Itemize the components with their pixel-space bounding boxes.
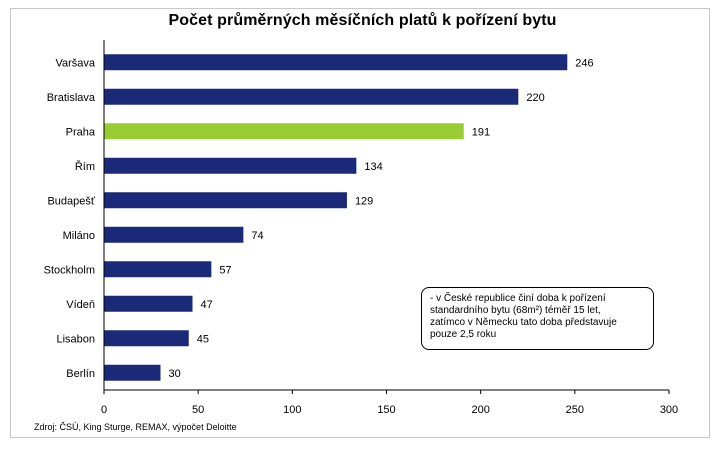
category-label: Berlín	[66, 368, 95, 380]
source-note: Zdroj: ČSÚ, King Sturge, REMAX, výpočet …	[34, 422, 237, 432]
data-label: 134	[364, 161, 382, 173]
category-label: Řím	[75, 160, 95, 173]
category-label: Varšava	[55, 57, 95, 69]
x-tick-label: 250	[566, 404, 584, 416]
category-label: Lisabon	[56, 333, 95, 345]
bar	[104, 54, 568, 71]
chart-frame	[10, 8, 710, 438]
bar	[104, 157, 357, 174]
x-tick-label: 50	[192, 404, 204, 416]
data-label: 47	[201, 299, 213, 311]
bar	[104, 192, 347, 209]
note-line: pouze 2,5 roku	[430, 329, 497, 340]
data-label: 57	[219, 264, 231, 276]
category-label: Budapešť	[47, 195, 95, 207]
bar	[104, 226, 244, 243]
data-label: 129	[355, 195, 373, 207]
category-label: Bratislava	[47, 92, 96, 104]
data-label: 191	[472, 126, 490, 138]
x-tick-label: 200	[471, 404, 489, 416]
x-tick-label: 300	[660, 404, 678, 416]
data-label: 45	[197, 333, 209, 345]
chart-title: Počet průměrných měsíčních platů k poříz…	[168, 12, 557, 29]
bar	[104, 123, 464, 140]
category-label: Stockholm	[44, 264, 95, 276]
category-label: Miláno	[63, 230, 95, 242]
data-label: 220	[526, 92, 544, 104]
category-label: Vídeň	[66, 299, 95, 311]
data-label: 246	[575, 57, 593, 69]
annotation-box: - v České republice činí doba k pořízení…	[421, 287, 654, 350]
data-label: 30	[169, 368, 181, 380]
note-line: - v České republice činí doba k pořízení	[430, 293, 606, 304]
data-label: 74	[251, 230, 263, 242]
bar	[104, 88, 519, 105]
x-tick-label: 0	[101, 404, 107, 416]
bar	[104, 295, 193, 312]
x-tick-label: 100	[283, 404, 301, 416]
bar	[104, 330, 189, 347]
bar	[104, 261, 212, 278]
note-line: zatímco v Německu tato doba představuje	[430, 317, 617, 328]
note-line: standardního bytu (68m²) téměř 15 let,	[430, 305, 601, 316]
category-label: Praha	[66, 126, 96, 138]
bar	[104, 364, 161, 381]
x-tick-label: 150	[377, 404, 395, 416]
